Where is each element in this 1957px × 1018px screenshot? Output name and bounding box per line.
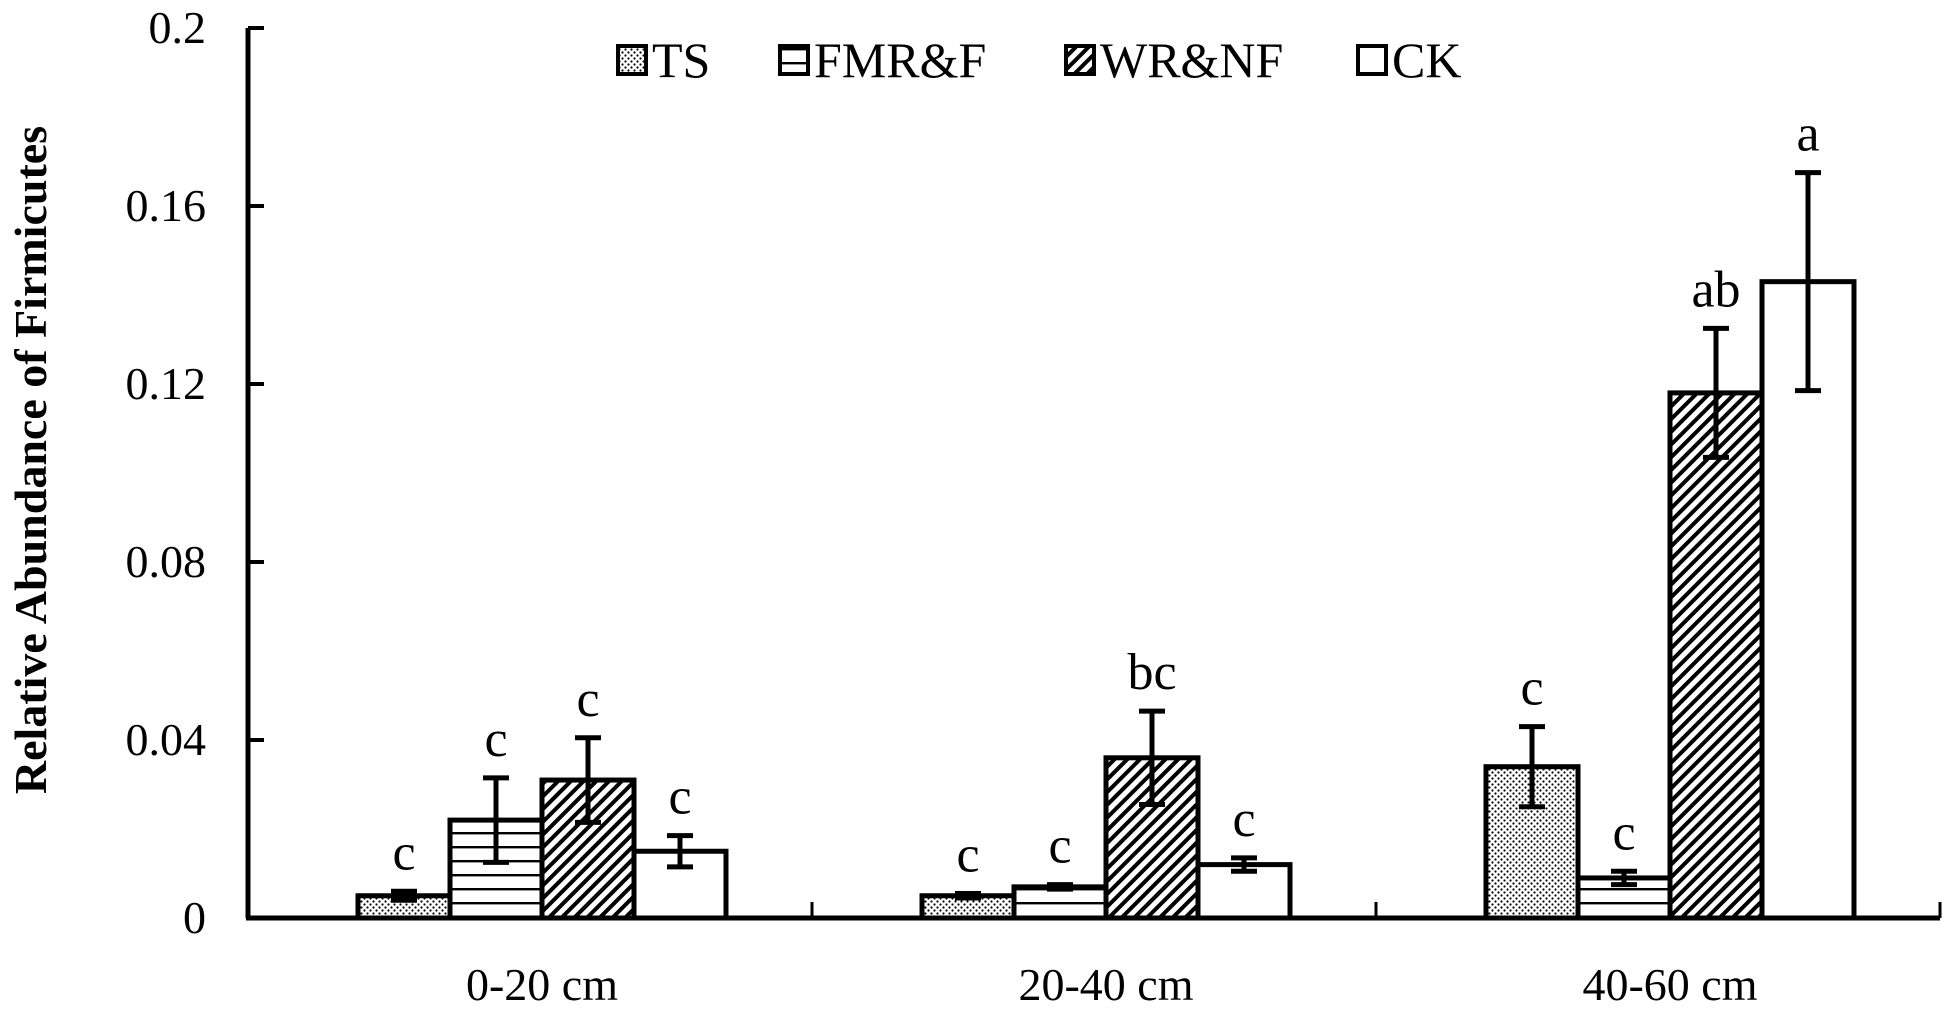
significance-label: c xyxy=(1612,804,1635,861)
bar xyxy=(631,848,729,921)
significance-label: bc xyxy=(1127,644,1176,701)
significance-label: c xyxy=(1048,818,1071,875)
bars xyxy=(355,279,1857,921)
category-label: 0-20 cm xyxy=(466,959,618,1010)
legend-swatch xyxy=(1064,44,1096,76)
legend-label: CK xyxy=(1392,32,1461,88)
legend-label: FMR&F xyxy=(814,32,986,88)
significance-label: c xyxy=(392,824,415,881)
significance-label: c xyxy=(1520,660,1543,717)
bar xyxy=(1667,390,1765,921)
legend-swatch xyxy=(778,44,810,76)
y-tick-label: 0.08 xyxy=(126,536,207,587)
y-tick-label: 0.16 xyxy=(126,180,207,231)
significance-label: c xyxy=(484,711,507,768)
significance-label: ab xyxy=(1691,261,1740,318)
significance-label: c xyxy=(956,827,979,884)
category-labels: 0-20 cm 20-40 cm 40-60 cm xyxy=(466,959,1758,1010)
category-label: 20-40 cm xyxy=(1018,959,1193,1010)
legend-label: WR&NF xyxy=(1100,32,1283,88)
y-tick-label: 0 xyxy=(183,892,206,943)
error-bars xyxy=(391,170,1821,903)
legend-swatch xyxy=(1356,44,1388,76)
significance-label: c xyxy=(576,671,599,728)
y-tick-label: 0.04 xyxy=(126,714,207,765)
significance-labels: c c c c c c bc c c c ab a xyxy=(392,106,1819,884)
y-axis-title: Relative Abundance of Firmicutes xyxy=(5,126,56,794)
legend-swatch xyxy=(616,44,648,76)
y-ticks: 0 0.04 0.08 0.12 0.16 0.2 xyxy=(126,2,264,943)
legend: TS FMR&F WR&NF CK xyxy=(616,32,1461,88)
significance-label: c xyxy=(1232,791,1255,848)
y-tick-label: 0.12 xyxy=(126,358,207,409)
significance-label: c xyxy=(668,769,691,826)
y-tick-label: 0.2 xyxy=(149,2,207,53)
category-label: 40-60 cm xyxy=(1582,959,1757,1010)
significance-label: a xyxy=(1796,106,1819,163)
legend-label: TS xyxy=(652,32,710,88)
